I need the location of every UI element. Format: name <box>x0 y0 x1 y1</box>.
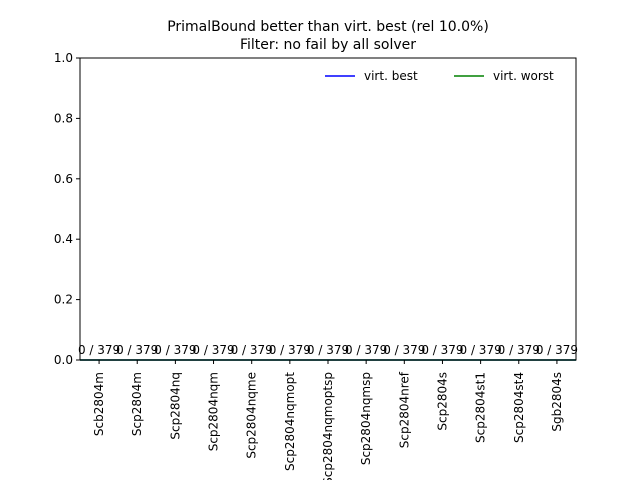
legend-label: virt. best <box>364 69 418 83</box>
y-tick-label: 0.0 <box>54 353 73 367</box>
x-tick-label: Scp2804nqm <box>207 372 221 451</box>
legend-label: virt. worst <box>493 69 554 83</box>
x-tick-label: Scp2804s <box>435 372 449 431</box>
x-tick-label: Scp2804nqmopt <box>283 372 297 471</box>
x-tick-label: Scp2804nqmoptsp <box>321 372 335 480</box>
bar-data-label: 0 / 379 <box>421 343 463 357</box>
bar-data-label: 0 / 379 <box>307 343 349 357</box>
bar-data-label: 0 / 379 <box>383 343 425 357</box>
x-tick-label: Scp2804st1 <box>474 372 488 443</box>
x-tick-label: Scp2804nqmsp <box>359 372 373 465</box>
bar-data-label: 0 / 379 <box>192 343 234 357</box>
y-tick-label: 0.8 <box>54 111 73 125</box>
legend: virt. best virt. worst <box>325 69 554 83</box>
bar-data-label: 0 / 379 <box>536 343 578 357</box>
bar-data-label: 0 / 379 <box>116 343 158 357</box>
bar-data-label: 0 / 379 <box>154 343 196 357</box>
y-tick-label: 0.4 <box>54 232 73 246</box>
x-tick-label: Sgb2804s <box>550 372 564 432</box>
x-tick-label: Scp2804nq <box>168 372 182 440</box>
x-tick-label: Scb2804m <box>92 372 106 436</box>
x-tick-label: Scp2804nqme <box>245 372 259 459</box>
bar-data-label: 0 / 379 <box>231 343 273 357</box>
y-tick-label: 0.6 <box>54 172 73 186</box>
x-tick-label: Scp2804st4 <box>512 372 526 443</box>
x-tick-label: Scp2804m <box>130 372 144 436</box>
bar-data-label: 0 / 379 <box>269 343 311 357</box>
bar-data-label: 0 / 379 <box>498 343 540 357</box>
y-tick-label: 1.0 <box>54 51 73 65</box>
x-tick-label: Scp2804nref <box>397 371 411 448</box>
bar-data-label: 0 / 379 <box>78 343 120 357</box>
bar-data-label: 0 / 379 <box>460 343 502 357</box>
plot-frame <box>79 57 577 361</box>
y-tick-label: 0.2 <box>54 293 73 307</box>
chart-subtitle: Filter: no fail by all solver <box>240 37 416 53</box>
bar-data-label: 0 / 379 <box>345 343 387 357</box>
chart-title: PrimalBound better than virt. best (rel … <box>167 19 489 35</box>
